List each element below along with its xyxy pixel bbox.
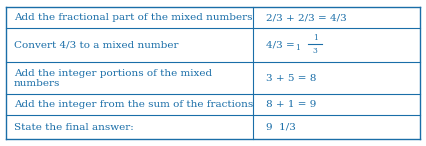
Text: Add the fractional part of the mixed numbers: Add the fractional part of the mixed num… (14, 13, 253, 22)
Text: Add the integer portions of the mixed
numbers: Add the integer portions of the mixed nu… (14, 69, 212, 88)
Text: 4/3 =: 4/3 = (266, 41, 298, 50)
Text: 8 + 1 = 9: 8 + 1 = 9 (266, 100, 316, 109)
Text: 2/3 + 2/3 = 4/3: 2/3 + 2/3 = 4/3 (266, 13, 347, 22)
Text: Convert 4/3 to a mixed number: Convert 4/3 to a mixed number (14, 41, 178, 50)
Text: 1: 1 (313, 34, 317, 42)
Text: 1: 1 (295, 44, 300, 52)
Text: 3: 3 (313, 47, 317, 55)
Text: Add the integer from the sum of the fractions: Add the integer from the sum of the frac… (14, 100, 253, 109)
Text: 9  1/3: 9 1/3 (266, 122, 296, 132)
Text: 3 + 5 = 8: 3 + 5 = 8 (266, 74, 316, 83)
Text: State the final answer:: State the final answer: (14, 122, 134, 132)
